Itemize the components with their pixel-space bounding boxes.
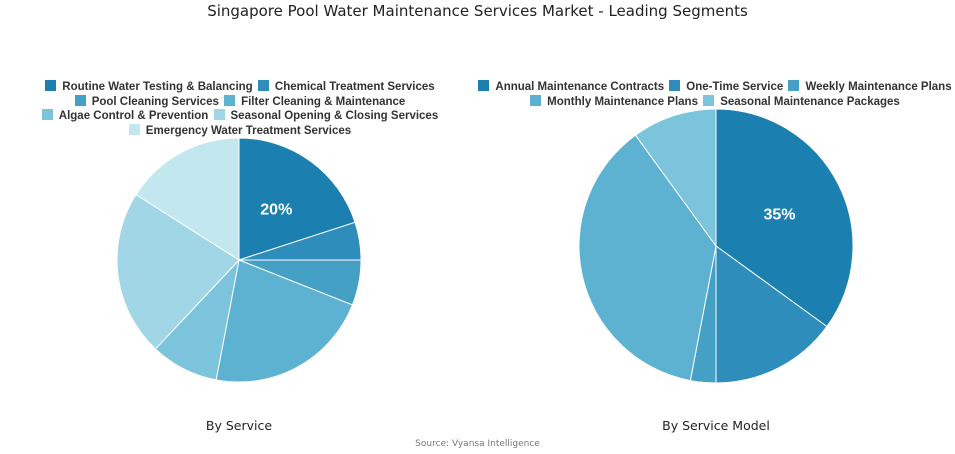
legend-label: Routine Water Testing & Balancing <box>62 81 253 93</box>
legend-label: Annual Maintenance Contracts <box>495 81 665 93</box>
legend-label: Chemical Treatment Services <box>274 81 435 93</box>
legend-swatch <box>128 123 140 135</box>
legend-swatch <box>788 80 800 91</box>
legend-label: Weekly Maintenance Plans <box>805 81 952 93</box>
legend-label: Seasonal Opening & Closing Services <box>230 110 439 122</box>
data-label: 35% <box>763 207 795 224</box>
legend-item: Annual Maintenance Contracts <box>478 80 664 95</box>
legend-item: Filter Cleaning & Maintenance <box>224 94 406 110</box>
legend-item: Monthly Maintenance Plans <box>530 94 698 110</box>
legend-swatch <box>703 94 715 106</box>
pie-slice <box>715 108 854 328</box>
pie-slice <box>578 134 717 382</box>
source-note: Source: Vyansa Intelligence <box>415 439 540 449</box>
legend-item: Chemical Treatment Services <box>257 80 435 95</box>
legend-label: Emergency Water Treatment Services <box>145 124 352 137</box>
legend-item: Seasonal Maintenance Packages <box>703 94 900 110</box>
legend-item: One-Time Service <box>669 80 783 95</box>
legend-by-service: Routine Water Testing & Balancing Chemic… <box>30 80 450 138</box>
pie-slice <box>215 259 354 383</box>
legend-swatch <box>224 94 236 106</box>
legend-item: Pool Cleaning Services <box>74 94 219 110</box>
legend-label: Monthly Maintenance Plans <box>547 95 698 108</box>
legend-label: One-Time Service <box>686 81 784 93</box>
legend-swatch <box>74 94 86 106</box>
legend-item: Algae Control & Prevention <box>41 109 209 124</box>
data-label: 20% <box>260 202 292 219</box>
legend-swatch <box>41 109 53 120</box>
legend-swatch <box>669 80 681 91</box>
pie-slice <box>135 137 240 261</box>
chart-title: Singapore Pool Water Maintenance Service… <box>207 2 748 20</box>
pie-slice <box>634 108 717 248</box>
subtitle-by-service: By Service <box>205 418 273 433</box>
pie-slice <box>715 245 828 384</box>
legend-by-service-model: Annual Maintenance Contracts One-Time Se… <box>470 80 955 109</box>
legend-item: Routine Water Testing & Balancing <box>45 80 253 95</box>
pie-slice <box>238 137 356 261</box>
legend-label: Filter Cleaning & Maintenance <box>241 95 406 108</box>
legend-item: Weekly Maintenance Plans <box>788 80 952 95</box>
legend-item: Seasonal Opening & Closing Services <box>213 109 439 124</box>
legend-label: Algae Control & Prevention <box>58 110 209 122</box>
legend-swatch <box>257 80 269 91</box>
legend-swatch <box>530 94 542 106</box>
legend-item: Emergency Water Treatment Services <box>128 123 352 139</box>
legend-swatch <box>478 80 490 91</box>
pie-slice <box>116 193 240 350</box>
legend-label: Pool Cleaning Services <box>91 95 219 108</box>
legend-swatch <box>45 80 57 91</box>
legend-label: Seasonal Maintenance Packages <box>720 95 900 108</box>
legend-swatch <box>213 109 225 120</box>
subtitle-by-service-model: By Service Model <box>662 418 770 433</box>
